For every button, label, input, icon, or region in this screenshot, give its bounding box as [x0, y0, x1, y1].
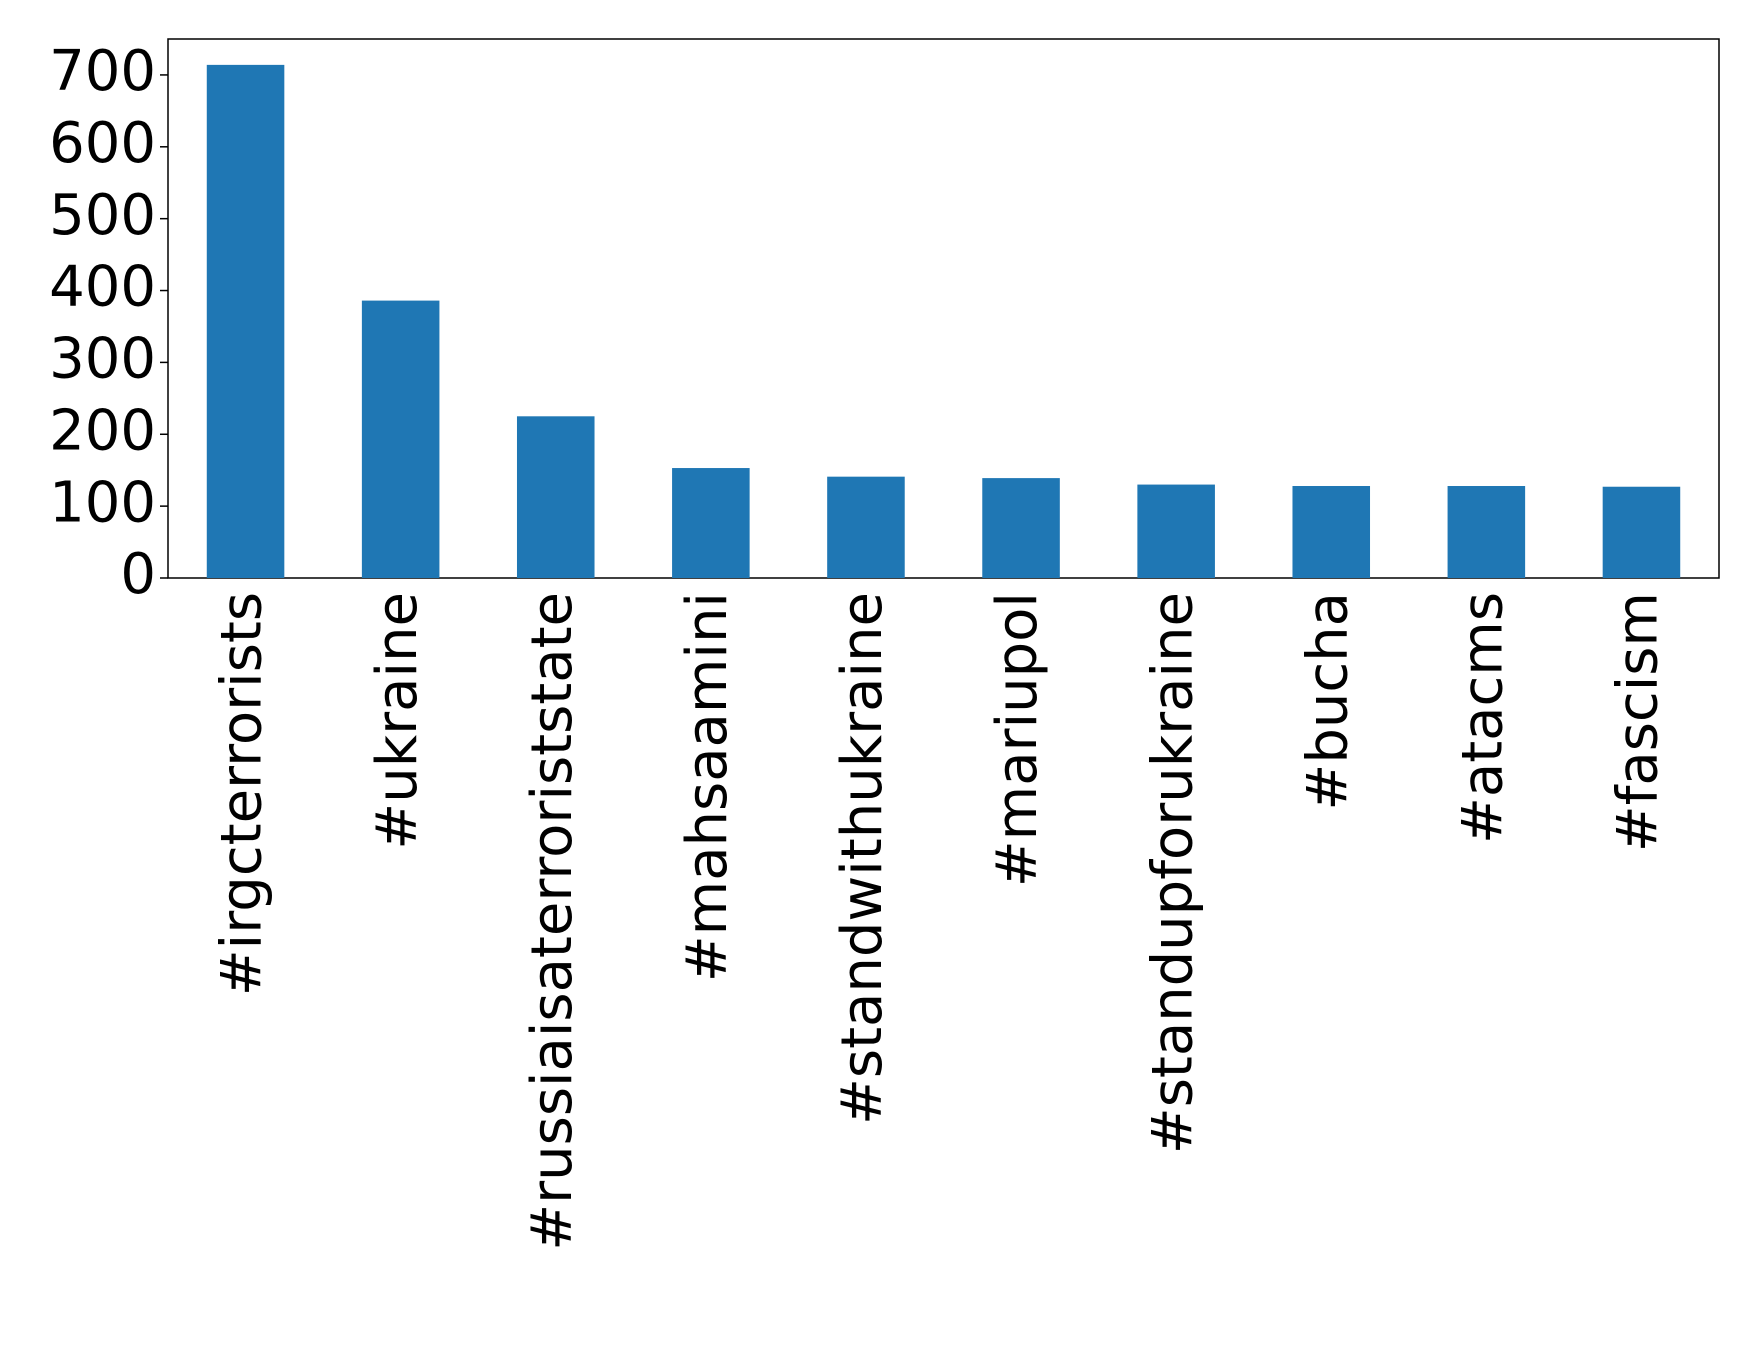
- bar: [1602, 486, 1681, 578]
- x-tick-label: #mahsaamini: [675, 592, 740, 982]
- y-tick-label: 500: [49, 183, 156, 248]
- bar: [1137, 484, 1215, 578]
- y-tick-label: 600: [49, 111, 156, 176]
- y-tick-label: 400: [49, 255, 156, 320]
- x-tick-label: #bucha: [1295, 592, 1360, 811]
- x-tick-label: #russiaisaterroriststate: [520, 592, 585, 1251]
- x-tick-label: #standupforukraine: [1140, 592, 1205, 1154]
- bar: [827, 476, 905, 578]
- bar: [361, 300, 440, 578]
- x-tick-label: #fascism: [1606, 592, 1671, 852]
- y-tick-label: 300: [49, 327, 156, 392]
- x-tick-label: #mariupol: [985, 592, 1050, 887]
- y-tick-label: 700: [49, 39, 156, 104]
- bar: [672, 468, 750, 578]
- y-tick-label: 0: [120, 542, 156, 607]
- x-tick-label: #standwithukraine: [830, 592, 895, 1125]
- bar: [1447, 486, 1526, 578]
- x-tick-label: #ukraine: [365, 592, 430, 850]
- bar: [206, 64, 285, 578]
- bar: [982, 478, 1060, 578]
- bar: [1292, 486, 1371, 578]
- bar: [516, 416, 595, 578]
- x-tick-label: #irgcterrorists: [210, 592, 275, 996]
- y-tick-label: 100: [49, 470, 156, 535]
- y-tick-label: 200: [49, 398, 156, 463]
- x-tick-label: #atacms: [1450, 592, 1515, 844]
- plot-frame: [167, 38, 1720, 579]
